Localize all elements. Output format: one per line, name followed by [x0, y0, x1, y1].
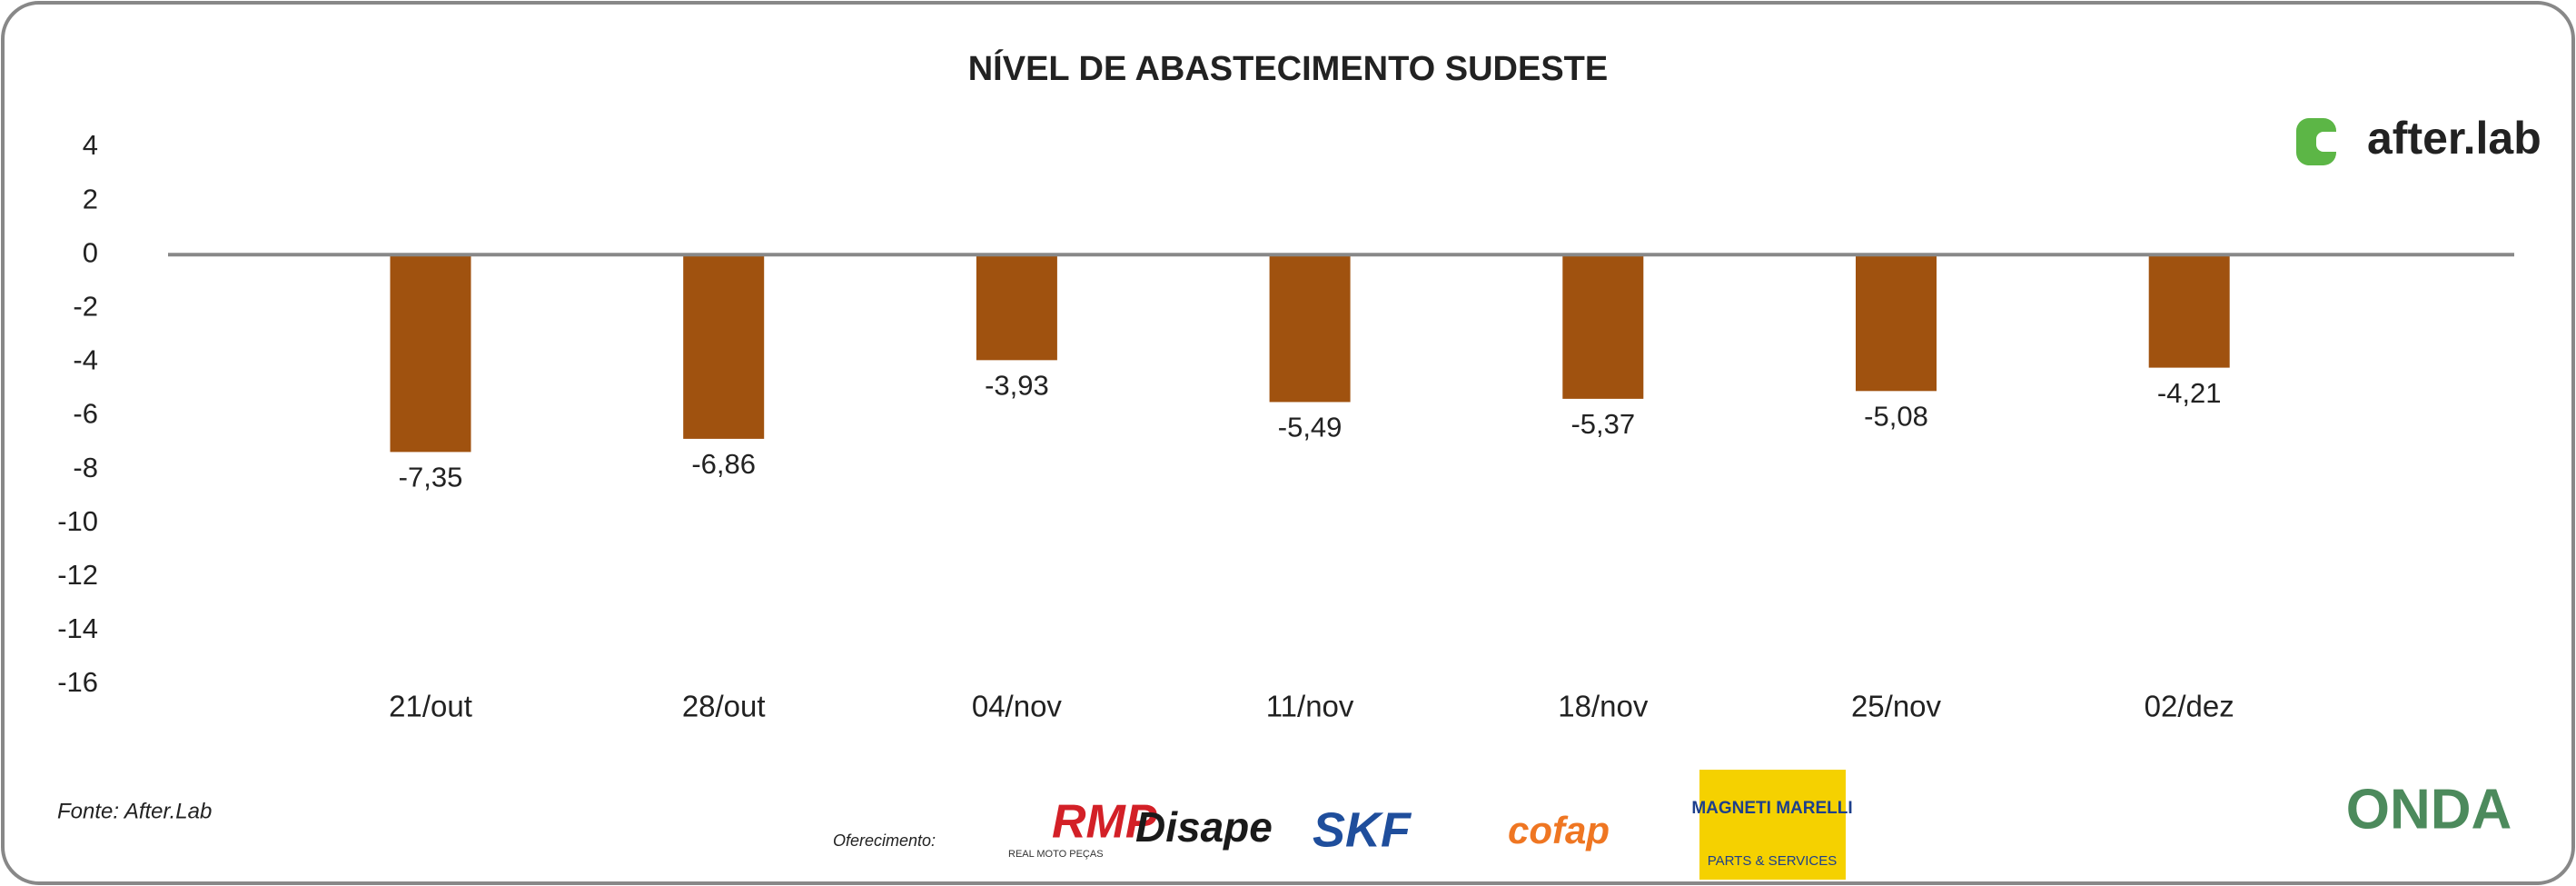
- x-tick-label: 11/nov: [1266, 690, 1354, 723]
- value-label: -5,49: [1278, 412, 1342, 443]
- y-tick-label: -10: [57, 505, 98, 537]
- y-tick-label: 2: [83, 183, 98, 214]
- bar: [683, 254, 765, 439]
- logo-onda: ONDA: [2346, 778, 2512, 841]
- logo-cofap: cofap: [1508, 809, 1610, 851]
- y-tick-label: -14: [57, 612, 98, 644]
- x-tick-label: 25/nov: [1851, 690, 1942, 723]
- source: Fonte: After.Lab: [57, 799, 212, 823]
- bar: [390, 254, 471, 453]
- logo-text: after.lab: [2367, 113, 2541, 164]
- y-tick-label: -6: [73, 398, 98, 430]
- y-tick-label: -16: [57, 666, 98, 698]
- chart-title: NÍVEL DE ABASTECIMENTO SUDESTE: [968, 48, 1609, 88]
- logo-rmp: RMP: [1052, 796, 1157, 849]
- x-tick-label: 04/nov: [972, 690, 1063, 723]
- value-label: -4,21: [2157, 377, 2222, 409]
- logo-magneti-box: [1699, 770, 1846, 880]
- bar: [1269, 254, 1351, 403]
- value-label: -5,08: [1864, 401, 1928, 433]
- value-label: -5,37: [1570, 408, 1635, 440]
- value-label: -6,86: [691, 448, 756, 480]
- x-tick-label: 21/out: [389, 690, 472, 723]
- y-tick-label: -8: [73, 452, 98, 483]
- logo-icon: [2316, 132, 2343, 152]
- value-label: -3,93: [985, 370, 1049, 402]
- logo-disape: Disape: [1135, 803, 1273, 851]
- logo-rmp-sub: REAL MOTO PEÇAS: [1008, 849, 1104, 860]
- bar: [976, 254, 1057, 361]
- y-tick-label: -2: [73, 290, 98, 322]
- y-tick-label: -12: [57, 559, 98, 591]
- bar: [1562, 254, 1644, 399]
- logo-magneti-sub: PARTS & SERVICES: [1708, 853, 1838, 869]
- sponsor-label: Oferecimento:: [833, 831, 936, 850]
- y-tick-label: 4: [83, 129, 98, 161]
- value-label: -7,35: [399, 462, 463, 493]
- x-tick-label: 02/dez: [2145, 690, 2234, 723]
- y-tick-label: -4: [73, 344, 98, 376]
- x-tick-label: 18/nov: [1558, 690, 1649, 723]
- logo-magneti: MAGNETI MARELLI: [1691, 799, 1852, 818]
- bar: [2148, 254, 2230, 368]
- logo-skf: SKF: [1313, 802, 1412, 857]
- y-tick-label: 0: [83, 236, 98, 268]
- x-tick-label: 28/out: [682, 690, 766, 723]
- bar: [1856, 254, 1937, 392]
- afterlab-logo: after.lab: [2296, 113, 2541, 165]
